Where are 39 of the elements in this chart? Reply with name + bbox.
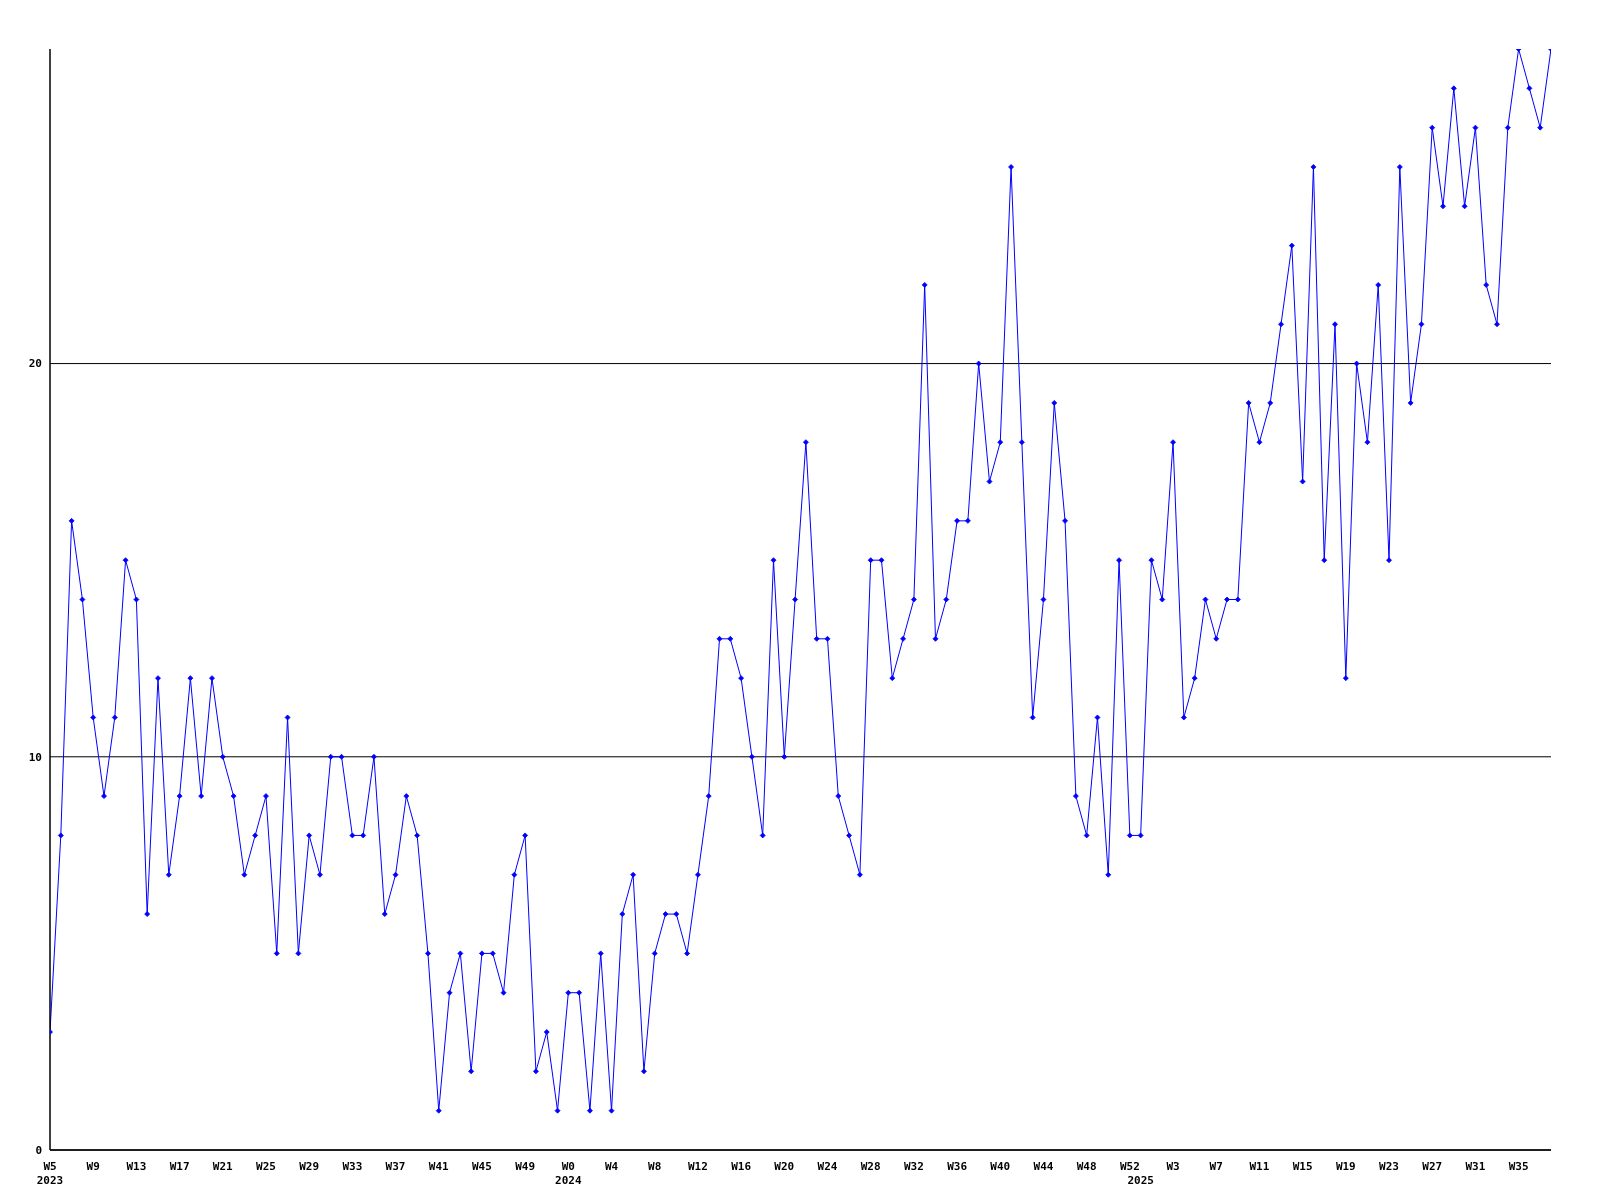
x-tick-label: W8	[648, 1160, 662, 1173]
x-tick-label: W7	[1209, 1160, 1223, 1173]
x-tick-label: W25	[256, 1160, 276, 1173]
x-tick-label: W41	[428, 1160, 450, 1173]
x-tick-label: W21	[212, 1160, 234, 1173]
x-tick-label: W15	[1292, 1160, 1313, 1173]
x-tick-label: W16	[731, 1160, 752, 1173]
x-tick-label: W37	[385, 1160, 406, 1173]
x-tick-label: W52	[1119, 1160, 1140, 1173]
x-tick-label: W32	[903, 1160, 924, 1173]
x-tick-label: W36	[947, 1160, 968, 1173]
x-tick-label: W12	[687, 1160, 708, 1173]
x-tick-label: W48	[1076, 1160, 1097, 1173]
x-tick-label: 2025	[1127, 1174, 1154, 1187]
y-tick-label: 20	[28, 357, 42, 371]
x-tick-label: W13	[126, 1160, 147, 1173]
x-tick-label: W3	[1166, 1160, 1180, 1173]
x-tick-label: W11	[1249, 1160, 1270, 1173]
y-tick-label: 10	[28, 750, 42, 764]
x-tick-label: W4	[604, 1160, 619, 1173]
x-tick-label: W5 2023	[36, 1160, 64, 1187]
x-tick-label: W35	[1508, 1160, 1529, 1173]
x-tick-label: W23	[1379, 1160, 1399, 1173]
x-tick-label: W31	[1465, 1160, 1486, 1173]
x-tick-label: W19	[1335, 1160, 1356, 1173]
x-tick-label: W45	[472, 1160, 492, 1173]
x-tick-label: W33	[342, 1160, 363, 1173]
x-tick-label: W28	[860, 1160, 881, 1173]
x-tick-label: W0 2024	[555, 1160, 582, 1187]
x-tick-label: W24	[817, 1160, 838, 1173]
x-tick-label: W44	[1033, 1160, 1054, 1173]
x-tick-label: W49	[515, 1160, 536, 1173]
x-tick-label: W20	[774, 1160, 795, 1173]
y-tick-label: 0	[35, 1143, 42, 1157]
x-tick-label: W27	[1422, 1160, 1443, 1173]
x-tick-label: W40	[990, 1160, 1011, 1173]
x-tick-label: W9	[86, 1160, 100, 1173]
x-tick-label: W17	[169, 1160, 190, 1173]
x-tick-label: W29	[299, 1160, 320, 1173]
